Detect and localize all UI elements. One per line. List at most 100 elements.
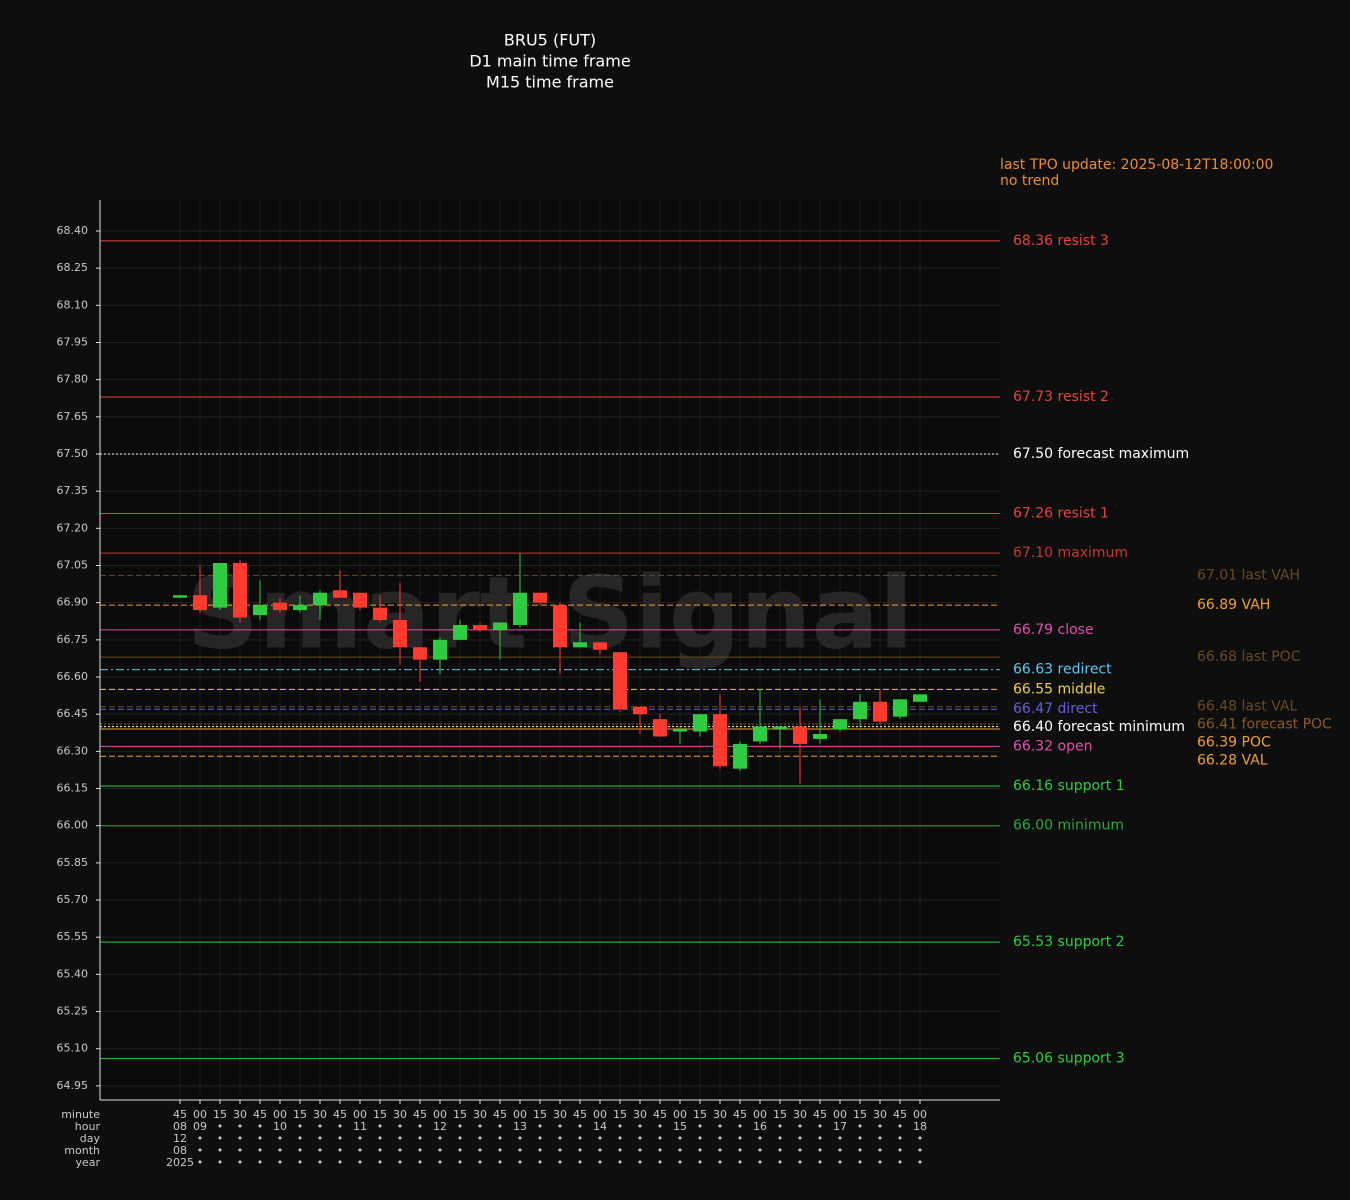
x-tick-label: • — [917, 1132, 924, 1145]
x-tick-label: • — [897, 1132, 904, 1145]
x-tick-label: • — [557, 1144, 564, 1157]
x-tick-label: • — [537, 1120, 544, 1133]
x-tick-label: • — [457, 1156, 464, 1169]
level-label: 65.53 support 2 — [1013, 934, 1125, 950]
x-tick-label: • — [257, 1156, 264, 1169]
x-tick-label: • — [257, 1144, 264, 1157]
x-tick-label: 30 — [393, 1108, 407, 1121]
x-tick-label: • — [697, 1144, 704, 1157]
x-tick-label: 08 — [173, 1144, 187, 1157]
x-tick-label: • — [197, 1132, 204, 1145]
x-tick-label: • — [277, 1144, 284, 1157]
x-tick-label: • — [617, 1144, 624, 1157]
x-tick-label: • — [297, 1144, 304, 1157]
candle-body — [573, 642, 587, 648]
x-tick-label: • — [297, 1132, 304, 1145]
x-tick-label: • — [717, 1144, 724, 1157]
x-tick-label: • — [657, 1120, 664, 1133]
candle-body — [393, 620, 407, 648]
level-label: 66.63 redirect — [1013, 662, 1112, 678]
x-tick-label: • — [357, 1132, 364, 1145]
level-label: 66.16 support 1 — [1013, 778, 1125, 794]
x-tick-label: 00 — [673, 1108, 687, 1121]
x-tick-label: • — [497, 1120, 504, 1133]
x-tick-label: 45 — [653, 1108, 667, 1121]
x-tick-label: • — [477, 1120, 484, 1133]
info-text: no trend — [1000, 173, 1059, 189]
x-tick-label: • — [717, 1120, 724, 1133]
x-tick-label: • — [197, 1156, 204, 1169]
candle-body — [713, 714, 727, 767]
x-tick-label: • — [437, 1144, 444, 1157]
y-tick-label: 67.95 — [57, 335, 89, 348]
x-tick-label: • — [217, 1144, 224, 1157]
x-row-label: month — [64, 1144, 100, 1157]
level-label: 66.68 last POC — [1197, 649, 1301, 665]
x-tick-label: • — [417, 1120, 424, 1133]
level-label: 67.26 resist 1 — [1013, 505, 1109, 521]
x-tick-label: • — [517, 1156, 524, 1169]
y-tick-label: 66.90 — [57, 596, 89, 609]
x-tick-label: • — [557, 1156, 564, 1169]
level-label: 68.36 resist 3 — [1013, 233, 1109, 249]
x-tick-label: 09 — [193, 1120, 207, 1133]
x-tick-label: 08 — [173, 1120, 187, 1133]
y-tick-label: 68.10 — [57, 298, 89, 311]
x-tick-label: 00 — [753, 1108, 767, 1121]
subtitle: D1 main time frame — [469, 52, 630, 71]
candle-body — [253, 605, 267, 616]
y-tick-label: 67.80 — [57, 373, 89, 386]
x-tick-label: 00 — [433, 1108, 447, 1121]
x-tick-label: 15 — [853, 1108, 867, 1121]
x-tick-label: 15 — [673, 1120, 687, 1133]
x-tick-label: • — [577, 1156, 584, 1169]
x-tick-label: 45 — [493, 1108, 507, 1121]
x-tick-label: • — [537, 1132, 544, 1145]
x-tick-label: • — [417, 1144, 424, 1157]
x-tick-label: • — [317, 1156, 324, 1169]
watermark: Smart Signal — [187, 554, 913, 671]
y-tick-label: 67.20 — [57, 521, 89, 534]
x-tick-label: • — [777, 1144, 784, 1157]
x-tick-label: 12 — [173, 1132, 187, 1145]
candle-body — [413, 647, 427, 660]
x-tick-label: 00 — [193, 1108, 207, 1121]
candle-body — [433, 639, 447, 660]
level-label: 66.28 VAL — [1197, 753, 1268, 769]
y-tick-label: 64.95 — [57, 1079, 89, 1092]
x-tick-label: • — [217, 1120, 224, 1133]
y-tick-label: 67.05 — [57, 559, 89, 572]
x-tick-label: 13 — [513, 1120, 527, 1133]
x-tick-label: • — [277, 1156, 284, 1169]
candle-body — [373, 607, 387, 621]
y-tick-label: 65.10 — [57, 1042, 89, 1055]
x-tick-label: • — [517, 1144, 524, 1157]
x-tick-label: • — [737, 1120, 744, 1133]
x-tick-label: • — [457, 1120, 464, 1133]
level-label: 66.47 direct — [1013, 701, 1098, 717]
x-tick-label: • — [217, 1156, 224, 1169]
x-tick-label: • — [877, 1120, 884, 1133]
y-tick-label: 66.60 — [57, 670, 89, 683]
x-tick-label: • — [457, 1144, 464, 1157]
candle-body — [613, 652, 627, 710]
x-tick-label: • — [697, 1132, 704, 1145]
x-tick-label: 30 — [633, 1108, 647, 1121]
x-row-label: hour — [75, 1120, 101, 1133]
candle-body — [313, 592, 327, 606]
candle-body — [533, 592, 547, 603]
y-tick-label: 65.85 — [57, 856, 89, 869]
x-tick-label: 45 — [573, 1108, 587, 1121]
x-tick-label: • — [357, 1156, 364, 1169]
x-tick-label: • — [797, 1120, 804, 1133]
x-tick-label: 15 — [693, 1108, 707, 1121]
candle-body — [593, 642, 607, 650]
x-tick-label: 45 — [333, 1108, 347, 1121]
level-label: 66.32 open — [1013, 738, 1092, 754]
x-tick-label: • — [677, 1132, 684, 1145]
x-tick-label: • — [597, 1156, 604, 1169]
x-tick-label: • — [697, 1120, 704, 1133]
x-tick-label: • — [657, 1132, 664, 1145]
x-tick-label: • — [897, 1156, 904, 1169]
